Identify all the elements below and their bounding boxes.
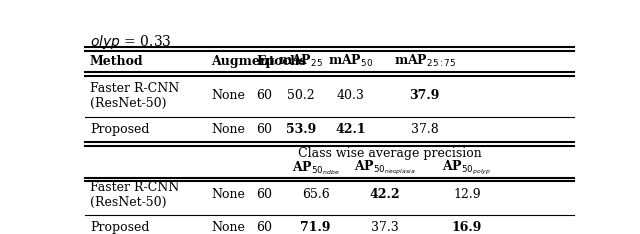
Text: $\mathit{olyp}$ = 0.33: $\mathit{olyp}$ = 0.33 [90, 33, 172, 51]
Text: 60: 60 [256, 188, 272, 201]
Text: 42.1: 42.1 [335, 123, 365, 136]
Text: Class wise average precision: Class wise average precision [298, 147, 482, 160]
Text: Proposed: Proposed [90, 123, 149, 136]
Text: 16.9: 16.9 [452, 221, 482, 234]
Text: Method: Method [90, 55, 143, 68]
Text: Augment: Augment [211, 55, 275, 68]
Text: mAP$_{25:75}$: mAP$_{25:75}$ [394, 53, 456, 69]
Text: AP$_{50_{polyp}}$: AP$_{50_{polyp}}$ [442, 159, 492, 177]
Text: 60: 60 [256, 89, 272, 102]
Text: Faster R-CNN
(ResNet-50): Faster R-CNN (ResNet-50) [90, 181, 179, 209]
Text: 65.6: 65.6 [301, 188, 330, 201]
Text: Proposed: Proposed [90, 221, 149, 234]
Text: 60: 60 [256, 221, 272, 234]
Text: 42.2: 42.2 [370, 188, 401, 201]
Text: 37.8: 37.8 [411, 123, 438, 136]
Text: Faster R-CNN
(ResNet-50): Faster R-CNN (ResNet-50) [90, 82, 179, 110]
Text: mAP$_{25}$: mAP$_{25}$ [278, 53, 323, 69]
Text: mAP$_{50}$: mAP$_{50}$ [328, 53, 373, 69]
Text: None: None [211, 221, 245, 234]
Text: AP$_{50_{ndbe}}$: AP$_{50_{ndbe}}$ [292, 159, 339, 176]
Text: 12.9: 12.9 [453, 188, 481, 201]
Text: 71.9: 71.9 [300, 221, 331, 234]
Text: AP$_{50_{neoplasia}}$: AP$_{50_{neoplasia}}$ [355, 159, 416, 177]
Text: 37.9: 37.9 [410, 89, 440, 102]
Text: 53.9: 53.9 [285, 123, 316, 136]
Text: 37.3: 37.3 [371, 221, 399, 234]
Text: 60: 60 [256, 123, 272, 136]
Text: None: None [211, 188, 245, 201]
Text: None: None [211, 123, 245, 136]
Text: None: None [211, 89, 245, 102]
Text: Epochs: Epochs [256, 55, 307, 68]
Text: 50.2: 50.2 [287, 89, 314, 102]
Text: 40.3: 40.3 [337, 89, 364, 102]
